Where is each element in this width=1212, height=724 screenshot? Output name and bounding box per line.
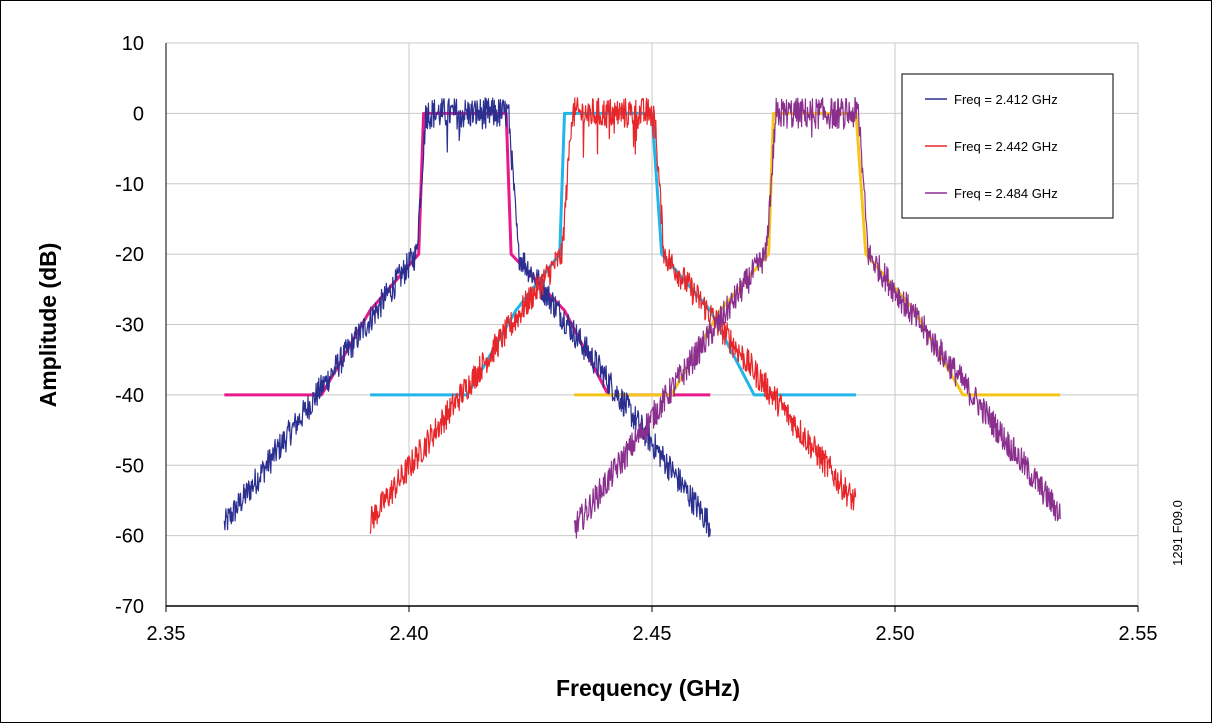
- measured-trace-3: [573, 96, 1061, 539]
- y-tick-label: -70: [115, 596, 144, 618]
- y-tick-label: -50: [115, 455, 144, 477]
- measured-trace-1: [223, 97, 711, 538]
- x-axis-title: Frequency (GHz): [556, 675, 740, 701]
- y-tick-label: 0: [133, 103, 144, 125]
- x-tick-label: 2.45: [633, 623, 672, 645]
- x-tick-label: 2.50: [876, 623, 915, 645]
- y-tick-label: -10: [115, 174, 144, 196]
- figure-id: 1291 F09.0: [1170, 500, 1185, 566]
- measured-trace-2: [369, 97, 857, 534]
- y-tick-label: -60: [115, 526, 144, 548]
- y-tick-label: 10: [122, 33, 144, 55]
- legend: Freq = 2.412 GHz Freq = 2.442 GHz Freq = 2…: [901, 73, 1114, 219]
- y-tick-label: -20: [115, 244, 144, 266]
- legend-label: Freq = 2.412 GHz: [954, 92, 1058, 107]
- y-tick-label: -30: [115, 315, 144, 337]
- x-tick-label: 2.55: [1119, 623, 1158, 645]
- x-tick-label: 2.35: [147, 623, 186, 645]
- x-tick-label: 2.40: [390, 623, 429, 645]
- legend-label: Freq = 2.484 GHz: [954, 186, 1058, 201]
- legend-label: Freq = 2.442 GHz: [954, 139, 1058, 154]
- y-tick-label: -40: [115, 385, 144, 407]
- y-axis-title: Amplitude (dB): [35, 243, 61, 408]
